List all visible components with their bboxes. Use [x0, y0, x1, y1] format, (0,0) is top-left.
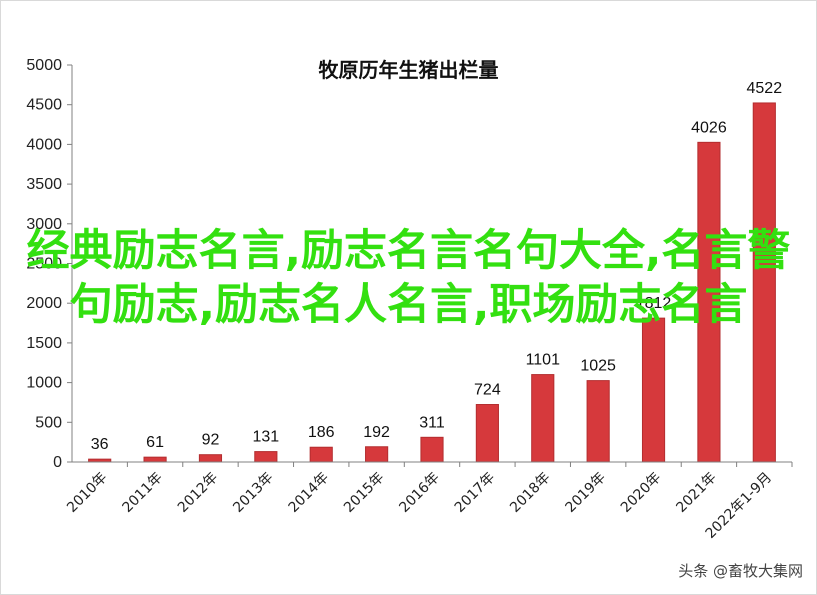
bar — [143, 456, 167, 463]
data-label: 4026 — [691, 119, 727, 136]
bar — [475, 404, 499, 463]
bar — [531, 374, 555, 463]
data-label: 4522 — [747, 80, 783, 97]
x-tick-label: 2017年 — [452, 470, 498, 516]
y-tick-label: 2000 — [26, 295, 62, 312]
x-tick-label: 2010年 — [64, 470, 110, 516]
bar — [586, 380, 610, 463]
data-label: 1101 — [526, 352, 561, 369]
data-label: 1812 — [636, 295, 672, 312]
data-label: 61 — [146, 434, 164, 451]
chart-title: 牧原历年生猪出栏量 — [318, 58, 499, 82]
data-labels: 36 61 92 131 186 192 311 724 1101 1025 1812 4026 452… — [91, 80, 782, 453]
x-tick-label: 2011年 — [119, 470, 165, 516]
bar-series — [88, 102, 776, 463]
x-tick-label: 2016年 — [396, 470, 442, 516]
watermark-text: 头条 @畜牧大集网 — [678, 562, 803, 580]
y-tick-label: 4000 — [26, 136, 62, 153]
y-tick-label: 2500 — [26, 256, 62, 273]
bar — [198, 454, 223, 463]
x-tick-label: 2014年 — [286, 470, 332, 516]
overlay-headline: 经典励志名言,励志名言名句大全,名言警句励志,励志名人名言,职场励志名言 — [26, 226, 791, 330]
bar — [365, 446, 389, 463]
y-tick-label: 4500 — [26, 97, 62, 114]
y-tick-label: 3000 — [26, 216, 62, 233]
data-label: 131 — [252, 429, 279, 446]
bar — [254, 451, 278, 463]
data-label: 1025 — [580, 358, 616, 375]
data-label: 192 — [363, 424, 390, 441]
x-tick-label: 2012年 — [175, 470, 221, 516]
x-tick-label: 2021年 — [673, 470, 719, 516]
data-label: 311 — [419, 414, 445, 431]
x-tick-label: 2019年 — [563, 470, 609, 516]
y-tick-label: 0 — [53, 454, 62, 471]
bar — [420, 436, 444, 463]
x-axis: 2010年 2011年 2012年 2013年 2014年 2015年 2016年 2017年… — [64, 461, 793, 542]
y-tick-label: 500 — [35, 414, 62, 431]
y-tick-label: 1000 — [26, 375, 62, 392]
data-label: 724 — [474, 382, 501, 399]
bar — [641, 317, 666, 463]
x-tick-label: 2015年 — [341, 470, 387, 516]
data-label: 92 — [202, 432, 220, 449]
y-axis: 0 500 1000 1500 2000 2500 3000 3500 4000 4500 5000 — [26, 57, 73, 471]
y-tick-label: 5000 — [26, 57, 62, 74]
bar — [309, 446, 333, 463]
y-tick-label: 1500 — [26, 335, 62, 352]
data-label: 36 — [91, 436, 109, 453]
x-tick-label: 2020年 — [618, 470, 664, 516]
x-tick-label: 2013年 — [230, 470, 276, 516]
x-tick-label: 2018年 — [507, 470, 553, 516]
data-label: 186 — [308, 424, 335, 441]
y-tick-label: 3500 — [26, 176, 62, 193]
